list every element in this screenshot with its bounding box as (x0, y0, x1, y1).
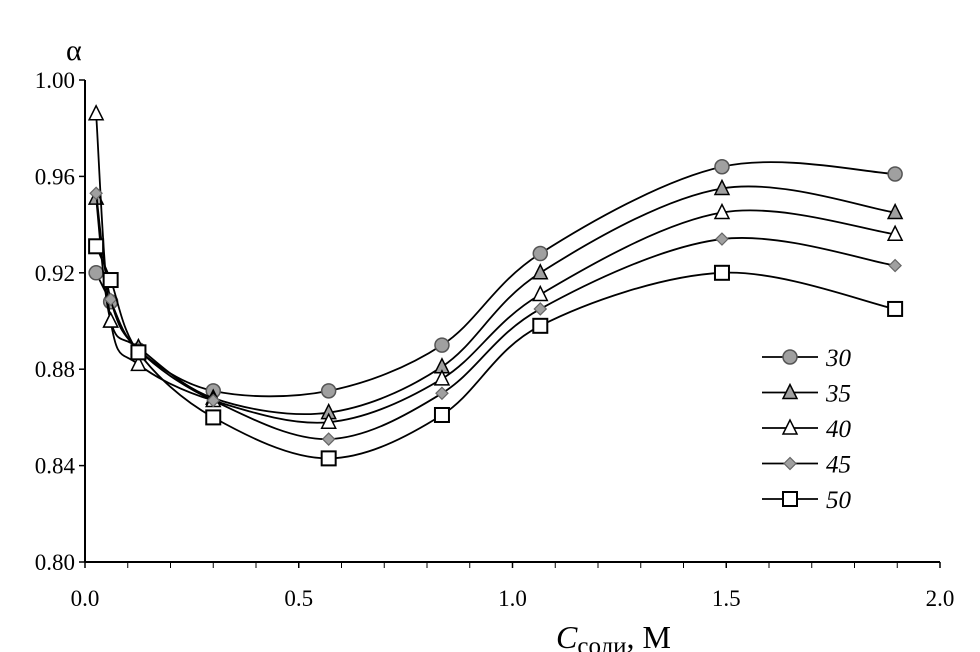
legend-label: 45 (826, 452, 851, 479)
data-point (887, 300, 904, 317)
y-axis-label: α (66, 34, 82, 67)
series-line-35 (95, 185, 896, 416)
data-point (205, 409, 222, 426)
legend-marker (781, 382, 799, 400)
y-tick-label: 0.88 (35, 357, 75, 382)
data-point (888, 258, 902, 273)
legend-marker (781, 418, 799, 435)
y-tick-label: 0.92 (35, 261, 75, 286)
data-point (434, 337, 450, 353)
data-point (532, 245, 549, 262)
x-tick-label: 1.5 (712, 586, 741, 611)
data-point (713, 178, 731, 196)
legend-item-45: 45 (762, 452, 851, 479)
series-40 (87, 104, 904, 429)
legend-item-50: 50 (762, 487, 852, 514)
data-point (713, 264, 730, 281)
data-point (532, 317, 549, 334)
series-line-50 (95, 245, 896, 460)
data-point (435, 386, 449, 401)
data-point (88, 238, 105, 255)
data-point (88, 265, 104, 281)
x-tick-label: 0.0 (71, 586, 100, 611)
legend-item-40: 40 (762, 416, 852, 443)
legend-marker (783, 456, 797, 471)
data-point (533, 302, 548, 316)
data-point (87, 104, 105, 121)
data-point (89, 186, 103, 201)
data-point (130, 344, 147, 361)
legend-label: 50 (826, 487, 852, 514)
data-point (715, 232, 729, 246)
data-point (320, 412, 337, 429)
data-point (102, 311, 119, 328)
x-tick-label: 0.5 (284, 586, 313, 611)
legend-item-35: 35 (762, 381, 851, 408)
y-tick-label: 0.84 (35, 454, 76, 479)
data-point (887, 166, 903, 182)
data-point (886, 202, 904, 220)
data-point (433, 406, 450, 423)
data-point (532, 263, 549, 280)
series-35 (87, 178, 904, 420)
series-line-40 (95, 113, 896, 424)
series-line-45 (95, 193, 896, 440)
legend-label: 30 (825, 345, 852, 372)
x-tick-label: 1.0 (498, 586, 527, 611)
legend-marker (782, 491, 798, 507)
data-point (103, 292, 118, 307)
legend-item-30: 30 (762, 345, 852, 372)
series-50 (88, 238, 904, 467)
legend-label: 40 (826, 416, 852, 443)
legend-marker (782, 349, 798, 365)
data-point (102, 272, 119, 289)
x-tick-label: 2.0 (926, 586, 955, 611)
data-point (433, 369, 451, 386)
data-point (130, 354, 147, 372)
data-point (886, 224, 904, 241)
legend-label: 35 (825, 381, 851, 408)
data-point (713, 202, 731, 220)
data-point (321, 432, 336, 446)
data-point (714, 159, 730, 175)
data-point (532, 284, 549, 302)
y-tick-label: 0.96 (35, 164, 75, 189)
x-axis-label: Cсоли, М (556, 619, 671, 652)
data-point (206, 393, 221, 408)
data-point (320, 450, 337, 467)
data-point (320, 383, 337, 399)
y-tick-label: 1.00 (35, 68, 75, 93)
y-tick-label: 0.80 (35, 550, 75, 575)
